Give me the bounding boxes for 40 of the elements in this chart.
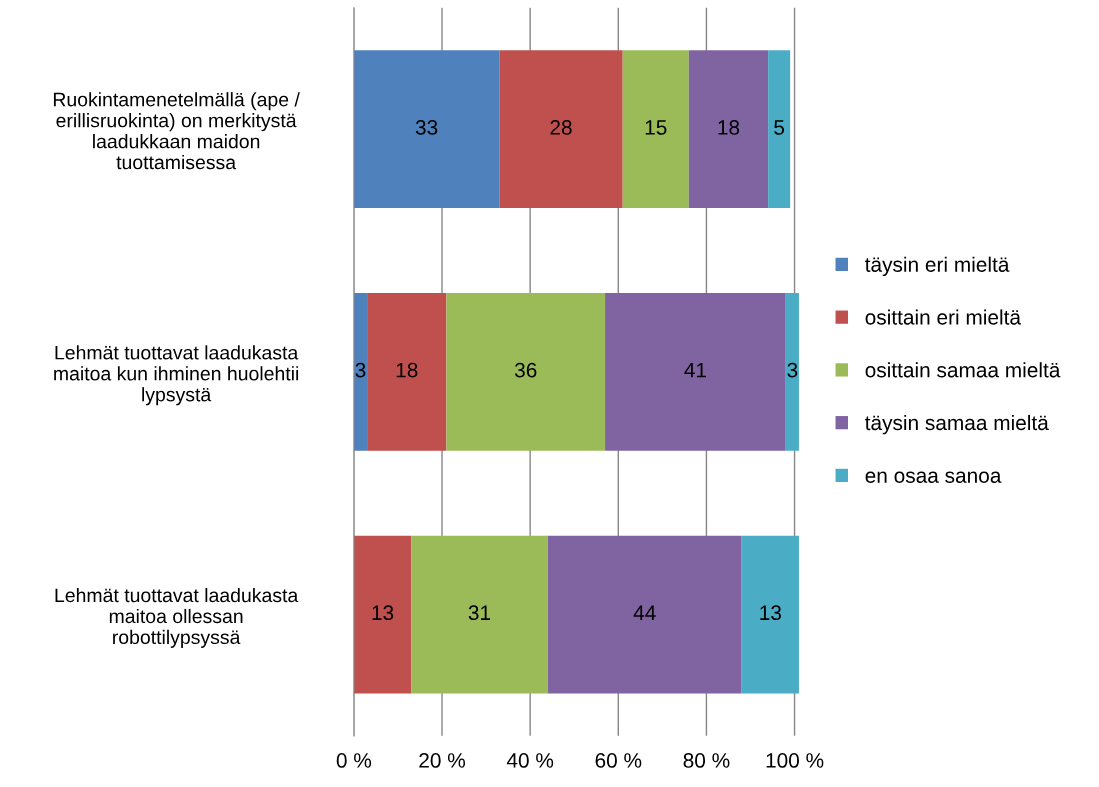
y-tick-label: Ruokintamenetelmällä (ape / erillisruokinta) on merkitystä laadukkaan maidon tuottamisessa (53, 92, 300, 170)
x-tick-label: 0 % (336, 753, 372, 768)
x-tick-label: 40 % (506, 753, 554, 768)
bar (353, 50, 500, 209)
y-tick-label: Lehmät tuottavat laadukasta maitoa ollessan robottilypsyssä (55, 587, 299, 648)
bar (411, 535, 548, 694)
data-label: 36 (514, 362, 537, 378)
bar (741, 535, 799, 694)
data-label: 3 (787, 362, 798, 378)
data-label: 13 (760, 605, 781, 621)
data-label: 15 (645, 120, 667, 135)
data-label: 44 (633, 605, 656, 620)
bar (353, 535, 412, 694)
data-label: 18 (718, 120, 740, 135)
x-tick-label: 60 % (595, 753, 642, 768)
y-tick-label: Lehmät tuottavat laadukasta maitoa kun ihminen huolehtii lypsystä (54, 345, 299, 406)
data-label: 5 (774, 120, 785, 135)
bar (446, 292, 606, 451)
legend-label: en osaa sanoa (865, 471, 1002, 483)
bar (622, 50, 689, 209)
legend-label: täysin samaa mieltä (865, 414, 1049, 435)
legend-label: täysin eri mieltä (865, 256, 1010, 277)
legend-label: osittain samaa mieltä (865, 362, 1061, 378)
data-label: 3 (355, 362, 366, 378)
data-label: 13 (372, 605, 394, 621)
data-label: 33 (415, 120, 438, 135)
data-label: 41 (684, 362, 706, 378)
data-label: 18 (396, 362, 418, 378)
x-tick-label: 100 % (766, 753, 824, 768)
data-label: 28 (550, 120, 572, 135)
bar (367, 292, 447, 451)
bar (768, 50, 791, 209)
bar (499, 50, 623, 209)
data-label: 31 (468, 605, 491, 621)
x-tick-label: 80 % (683, 753, 730, 768)
x-tick-label: 20 % (419, 753, 466, 768)
bar (688, 50, 769, 209)
bar (547, 535, 742, 694)
bar (605, 292, 786, 451)
legend-label: osittain eri mieltä (865, 309, 1021, 325)
